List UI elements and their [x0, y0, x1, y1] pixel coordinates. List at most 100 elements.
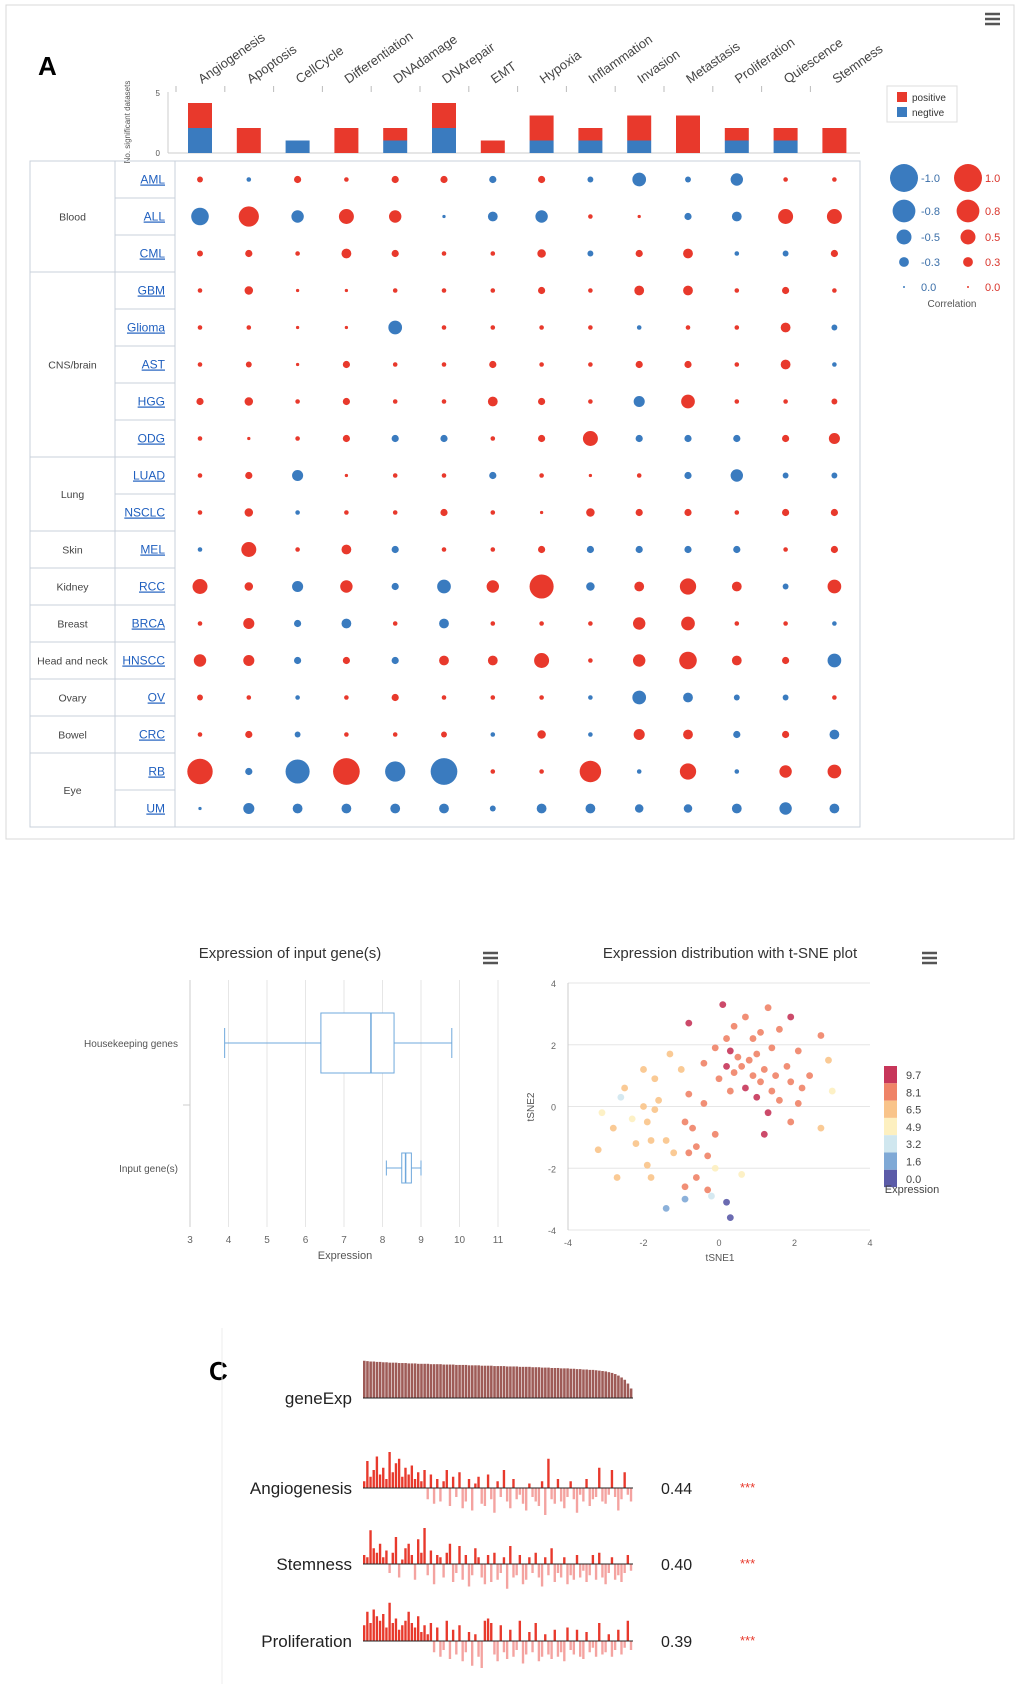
correlation-dot [782, 286, 790, 295]
correlation-dot [831, 324, 838, 331]
export-menu-icon-b1[interactable] [483, 951, 498, 965]
correlation-dot [187, 758, 213, 785]
correlation-dot [197, 732, 203, 737]
cancer-link-mel[interactable]: MEL [140, 543, 165, 557]
size-legend-negative-dot [890, 164, 918, 192]
correlation-dot [197, 250, 203, 257]
tsne-point [817, 1124, 825, 1132]
correlation-dot [344, 732, 349, 737]
correlation-dot [295, 547, 300, 552]
track-bar [423, 1528, 426, 1564]
correlation-dot [197, 288, 203, 293]
track-bar [566, 1564, 569, 1585]
track-bar [559, 1488, 563, 1502]
correlation-dot [244, 397, 254, 406]
tsne-point [685, 1019, 693, 1027]
boxplot-chart: Expression of input gene(s) 3 4 5 6 7 8 9 10 11 Ex… [70, 928, 510, 1288]
tsne-point [640, 1103, 647, 1110]
track-bar [451, 1629, 455, 1641]
correlation-dot [585, 803, 596, 814]
cancer-link-luad[interactable]: LUAD [133, 469, 165, 483]
cancer-link-ast[interactable]: AST [142, 358, 166, 372]
correlation-dot [295, 695, 300, 700]
tsne-point [742, 1013, 749, 1021]
group-label: Head and neck [37, 656, 108, 668]
correlation-dot [588, 732, 593, 737]
stack-y-label: No. significant datasets [123, 81, 132, 164]
geneexp-bar [588, 1369, 592, 1398]
cancer-link-um[interactable]: UM [146, 802, 165, 816]
correlation-dot [731, 803, 742, 814]
cancer-link-cml[interactable]: CML [140, 247, 166, 261]
tsne-point [681, 1195, 689, 1203]
tsne-point [726, 1087, 734, 1095]
correlation-dot [392, 510, 398, 515]
tsne-point [692, 1143, 700, 1151]
track-bar [493, 1488, 496, 1513]
cancer-link-gbm[interactable]: GBM [138, 284, 165, 298]
stack-bar-positive [188, 103, 212, 128]
export-menu-icon-b2[interactable] [922, 951, 937, 965]
correlation-dot [538, 434, 546, 443]
correlation-dot [731, 211, 742, 222]
track-bar [486, 1618, 490, 1641]
size-legend-negative-label: -0.5 [921, 232, 940, 244]
correlation-dot [733, 545, 741, 554]
geneexp-bar [563, 1368, 566, 1398]
cancer-link-all[interactable]: ALL [144, 210, 166, 224]
correlation-dot [295, 362, 300, 367]
cancer-link-crc[interactable]: CRC [139, 728, 165, 742]
track-bar [448, 1488, 452, 1506]
geneexp-bar [429, 1364, 433, 1398]
cancer-link-hnscc[interactable]: HNSCC [122, 654, 165, 668]
track-bar [420, 1632, 423, 1641]
table-border [29, 160, 861, 828]
geneexp-bar [572, 1368, 576, 1398]
size-legend-negative-dot [896, 229, 912, 245]
track-bar [502, 1557, 506, 1564]
cancer-link-aml[interactable]: AML [140, 173, 165, 187]
track-bar [534, 1623, 537, 1641]
correlation-dot [684, 545, 692, 554]
correlation-dot [441, 362, 447, 367]
cancer-link-ov[interactable]: OV [148, 691, 165, 705]
track-bar [607, 1564, 610, 1573]
track-bar [502, 1641, 506, 1653]
cancer-link-rcc[interactable]: RCC [139, 580, 165, 594]
tsne-point [613, 1174, 621, 1181]
cancer-link-nsclc[interactable]: NSCLC [124, 506, 165, 520]
cancer-link-hgg[interactable]: HGG [138, 395, 165, 409]
track-bar [572, 1488, 576, 1500]
correlation-dot [392, 362, 398, 367]
correlation-dot [831, 472, 838, 479]
track-bar [540, 1564, 544, 1587]
tsne-x-tick: -4 [564, 1238, 572, 1248]
correlation-dot [832, 621, 837, 626]
tsne-x-tick: 4 [867, 1238, 872, 1248]
track-bar [493, 1641, 496, 1655]
cancer-link-glioma[interactable]: Glioma [127, 321, 165, 335]
track-significance: *** [740, 1556, 755, 1571]
cancer-link-odg[interactable]: ODG [138, 432, 165, 446]
panel-a-frame [5, 4, 1015, 840]
tsne-x-tick: -2 [639, 1238, 647, 1248]
track-bar [563, 1641, 566, 1662]
track-bar [385, 1479, 388, 1488]
correlation-dot [197, 176, 203, 183]
stack-bar-positive [627, 115, 652, 141]
cancer-link-brca[interactable]: BRCA [132, 617, 165, 631]
stack-bar-negative [578, 140, 603, 153]
correlation-dot [341, 618, 352, 629]
correlation-dot [586, 545, 595, 554]
correlation-dot [490, 325, 496, 330]
tsne-point [787, 1118, 795, 1126]
tsne-point [749, 1072, 757, 1080]
track-bar [397, 1564, 401, 1578]
export-menu-icon-a[interactable] [985, 12, 1000, 26]
cancer-link-rb[interactable]: RB [148, 765, 165, 779]
track-bar [531, 1564, 534, 1573]
track-bar [610, 1557, 614, 1564]
correlation-dot [733, 730, 741, 739]
correlation-dot [633, 728, 645, 741]
correlation-dot [295, 510, 300, 515]
